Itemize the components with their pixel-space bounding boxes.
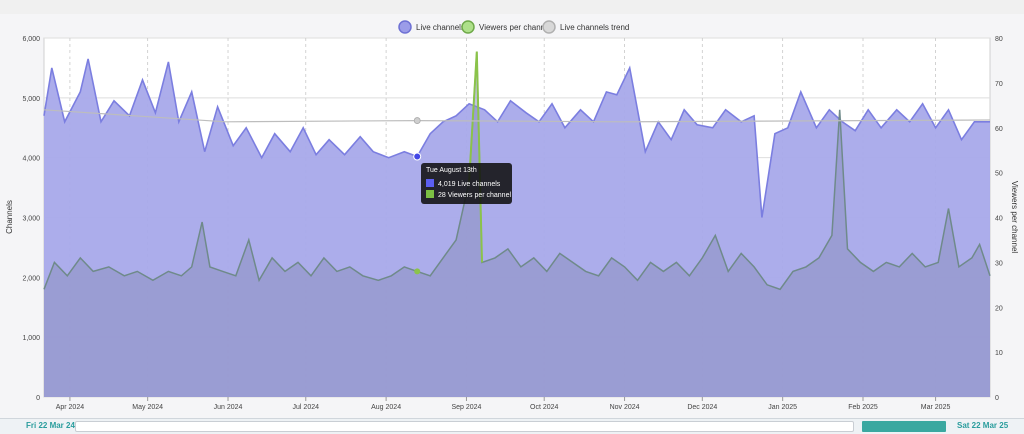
legend: Live channels Viewers per channel Live c… xyxy=(398,20,629,34)
y-right-tick-label: 0 xyxy=(995,395,999,402)
x-tick-label: Feb 2025 xyxy=(848,404,878,411)
y-left-tick-label: 4,000 xyxy=(22,156,40,163)
y-axis-left: 0 1,000 2,000 3,000 4,000 5,000 6,000 xyxy=(22,36,40,402)
x-tick-label: Jul 2024 xyxy=(293,404,320,411)
y-right-tick-label: 60 xyxy=(995,126,1003,133)
x-tick-label: Jan 2025 xyxy=(768,404,797,411)
y-axis-right: 0 10 20 30 40 50 60 70 80 xyxy=(995,36,1003,402)
series-layer xyxy=(43,51,991,398)
legend-item-live-channels[interactable]: Live channels xyxy=(398,20,465,34)
live-channels-trend-line xyxy=(43,109,991,123)
x-tick-label: May 2024 xyxy=(132,404,163,411)
legend-item-viewers-per-channel[interactable]: Viewers per channel xyxy=(461,20,552,34)
legend-label-live-channels-trend: Live channels trend xyxy=(560,23,629,32)
y-right-tick-label: 70 xyxy=(995,81,1003,88)
x-tick-label: Oct 2024 xyxy=(530,404,559,411)
y-right-tick-label: 20 xyxy=(995,305,1003,312)
tooltip-background xyxy=(421,163,512,204)
watermark-text: SullyGnome.com xyxy=(52,48,142,60)
x-tick-label: Apr 2024 xyxy=(56,404,85,411)
hover-point-viewers[interactable] xyxy=(414,268,421,275)
legend-label-live-channels: Live channels xyxy=(416,23,465,32)
y-left-tick-label: 1,000 xyxy=(22,335,40,342)
x-tick-label: Nov 2024 xyxy=(610,404,640,411)
tooltip-viewers-swatch xyxy=(426,190,434,198)
hover-point-live[interactable] xyxy=(413,152,422,161)
x-tick-label: Aug 2024 xyxy=(371,404,401,411)
range-start-date[interactable]: Fri 22 Mar 24 xyxy=(26,421,75,430)
live-channels-line xyxy=(43,58,990,218)
tooltip-viewers-value: 28 Viewers per channel xyxy=(438,192,511,199)
tooltip-live-swatch xyxy=(426,179,434,187)
hover-point-trend[interactable] xyxy=(413,117,421,124)
y-right-tick-label: 40 xyxy=(995,216,1003,223)
x-tick-label: Mar 2025 xyxy=(921,404,951,411)
y-right-tick-label: 10 xyxy=(995,350,1003,357)
y-left-tick-label: 3,000 xyxy=(22,216,40,223)
y-axis-left-title: Channels xyxy=(5,200,14,234)
x-axis: Apr 2024 May 2024 Jun 2024 Jul 2024 Aug 2024… xyxy=(56,397,951,411)
legend-item-live-channels-trend[interactable]: Live channels trend xyxy=(542,20,629,34)
tooltip: Tue August 13th 4,019 Live channels 28 V… xyxy=(421,163,512,204)
range-track[interactable] xyxy=(75,421,854,432)
y-left-tick-label: 6,000 xyxy=(22,36,40,43)
tooltip-live-value: 4,019 Live channels xyxy=(438,181,501,188)
y-left-tick-label: 0 xyxy=(36,395,40,402)
x-tick-label: Dec 2024 xyxy=(687,404,717,411)
y-right-tick-label: 80 xyxy=(995,36,1003,43)
range-end-date[interactable]: Sat 22 Mar 25 xyxy=(957,421,1009,430)
y-axis-right-title: Viewers per channel xyxy=(1010,181,1019,254)
y-left-tick-label: 5,000 xyxy=(22,96,40,103)
tooltip-date: Tue August 13th xyxy=(426,167,477,174)
x-tick-label: Sep 2024 xyxy=(451,404,481,411)
live-channels-legend-icon xyxy=(398,20,412,34)
y-right-tick-label: 50 xyxy=(995,171,1003,178)
viewers-per-channel-area xyxy=(44,51,990,397)
legend-label-viewers-per-channel: Viewers per channel xyxy=(479,23,552,32)
x-tick-label: Jun 2024 xyxy=(214,404,243,411)
range-selector: Fri 22 Mar 24 Sat 22 Mar 25 xyxy=(0,418,1024,434)
viewers-legend-icon xyxy=(461,20,475,34)
y-right-tick-label: 30 xyxy=(995,260,1003,267)
y-left-tick-label: 2,000 xyxy=(22,275,40,282)
trend-legend-icon xyxy=(542,20,556,34)
range-handle[interactable] xyxy=(862,421,946,432)
chart: Live channels Viewers per channel Live c… xyxy=(5,20,1019,411)
viewers-per-channel-line xyxy=(43,51,991,291)
